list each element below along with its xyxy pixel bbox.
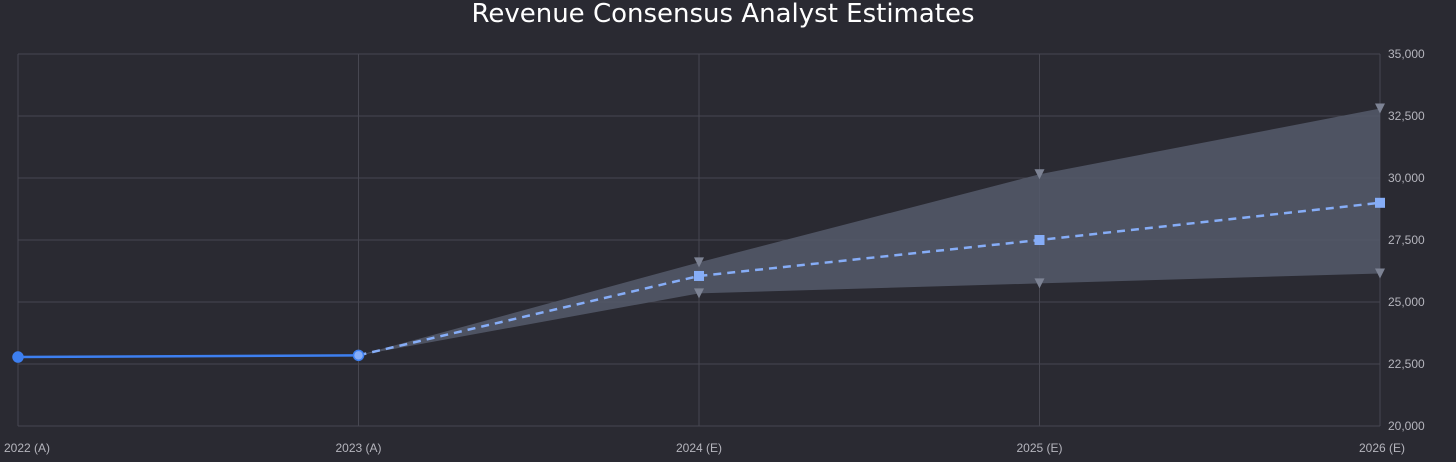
x-tick-label: 2026 (E) [1359,441,1405,455]
x-tick-label: 2024 (E) [676,441,722,455]
actual-point-marker [352,349,365,362]
high-estimate-marker [1375,103,1385,114]
y-tick-label: 32,500 [1388,109,1425,123]
y-tick-label: 30,000 [1388,171,1425,185]
x-tick-label: 2025 (E) [1016,441,1062,455]
low-estimate-marker [694,288,704,299]
y-tick-label: 22,500 [1388,357,1425,371]
y-axis-tick-labels: 20,000 22,500 25,000 27,500 30,000 32,500 35,0… [1388,47,1425,433]
x-axis-tick-labels: 2022 (A) 2023 (A) 2024 (E) 2025 (E) 2026 (E) [4,441,1405,455]
y-tick-label: 25,000 [1388,295,1425,309]
chart-title: Revenue Consensus Analyst Estimates [471,0,974,29]
series-markers [12,103,1385,363]
y-tick-label: 20,000 [1388,419,1425,433]
series-lines [17,201,1381,359]
consensus-series-line [358,201,1381,357]
low-estimate-marker [1375,268,1385,279]
x-tick-label: 2023 (A) [335,441,381,455]
x-tick-label: 2022 (A) [4,441,50,455]
actual-point-marker [12,351,24,363]
high-estimate-marker [694,257,704,268]
y-tick-label: 27,500 [1388,233,1425,247]
estimate-range-band [358,108,1380,356]
consensus-point-marker [1034,235,1045,245]
estimate-range-area [358,108,1380,356]
low-estimate-marker [1034,278,1045,289]
consensus-point-marker [1375,197,1385,208]
y-tick-label: 35,000 [1388,47,1425,61]
consensus-point-marker [694,270,704,281]
actual-series-line [17,354,359,359]
high-estimate-marker [1034,169,1045,180]
